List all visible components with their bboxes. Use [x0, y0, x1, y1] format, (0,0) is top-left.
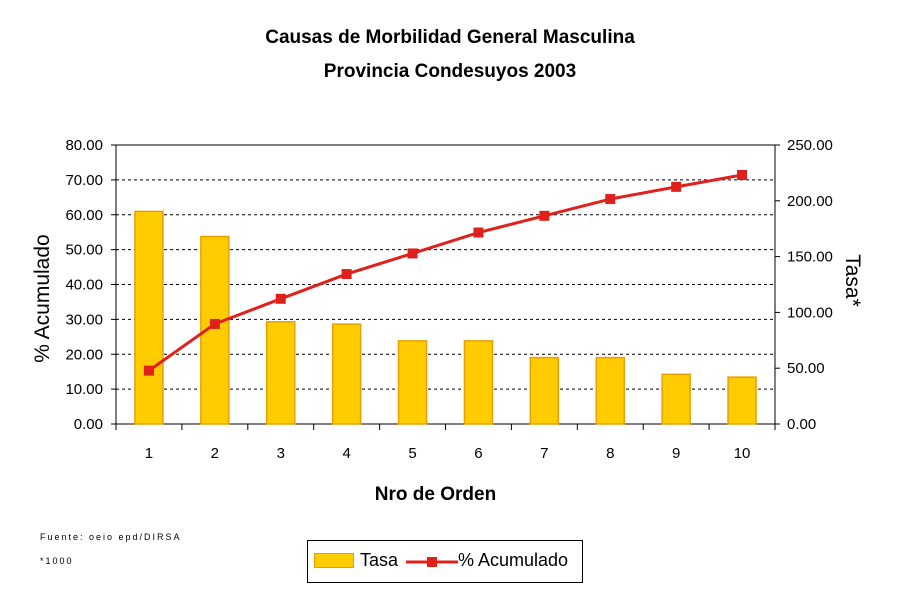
y-left-tick-label: 40.00: [65, 277, 103, 294]
chart-title: Causas de Morbilidad General Masculina: [265, 27, 635, 48]
y-right-tick-label: 50.00: [787, 360, 825, 377]
bar-tasa: [266, 321, 296, 425]
point-acumulado: [407, 248, 418, 259]
x-tick-label: 4: [342, 445, 350, 462]
x-tick-label: 8: [606, 445, 614, 462]
y-left-tick-label: 10.00: [65, 381, 103, 398]
bar-tasa: [331, 323, 362, 425]
chart-subtitle: Provincia Condesuyos 2003: [323, 61, 577, 82]
y-right-tick-label: 100.00: [787, 304, 833, 321]
bar-tasa: [529, 356, 560, 425]
x-tick-label: 7: [540, 445, 548, 462]
footnote: *1000: [40, 556, 74, 566]
x-tick-label: 5: [408, 445, 416, 462]
y-left-tick-label: 30.00: [65, 311, 103, 328]
x-tick-label: 10: [734, 445, 751, 462]
point-acumulado: [275, 293, 286, 304]
legend-label-tasa: Tasa: [360, 550, 399, 570]
line-acumulado: [148, 173, 743, 372]
y-left-tick-label: 70.00: [65, 172, 103, 189]
x-tick-label: 6: [474, 445, 482, 462]
point-acumulado: [209, 318, 220, 329]
y-left-tick-label: 20.00: [65, 346, 103, 363]
legend: Tasa % Acumulado: [307, 540, 583, 583]
point-acumulado: [539, 210, 550, 221]
source-note: Fuente: oeio epd/DIRSA: [40, 532, 182, 542]
y-left-tick-label: 80.00: [65, 137, 103, 154]
y-right-tick-label: 0.00: [787, 416, 816, 433]
chart-area: 0.0010.0020.0030.0040.0050.0060.0070.008…: [31, 137, 864, 505]
y-left-tick-label: 50.00: [65, 242, 103, 259]
x-tick-label: 3: [277, 445, 285, 462]
y-left-tick-label: 0.00: [74, 416, 103, 433]
bar-tasa: [595, 356, 625, 425]
bar-tasa: [727, 376, 757, 425]
point-acumulado: [605, 194, 616, 205]
x-axis-title: Nro de Orden: [375, 484, 496, 505]
point-acumulado: [671, 181, 682, 192]
y-right-tick-label: 200.00: [787, 193, 833, 210]
x-tick-label: 9: [672, 445, 680, 462]
legend-swatch-acumulado: [406, 557, 458, 567]
legend-swatch-tasa: [314, 553, 354, 568]
point-acumulado: [473, 227, 484, 238]
y-left-axis-title: % Acumulado: [31, 234, 54, 362]
bar-tasa: [463, 340, 494, 425]
y-right-tick-label: 250.00: [787, 137, 833, 154]
point-acumulado: [143, 365, 154, 376]
bar-tasa: [661, 373, 691, 425]
y-right-axis-title: Tasa*: [841, 254, 864, 307]
legend-label-acumulado: % Acumulado: [458, 550, 569, 570]
x-tick-label: 1: [145, 445, 153, 462]
point-acumulado: [341, 269, 352, 280]
y-right-tick-label: 150.00: [787, 249, 833, 266]
bar-tasa: [397, 340, 428, 425]
bar-tasa: [134, 210, 164, 425]
x-tick-label: 2: [211, 445, 219, 462]
y-left-tick-label: 60.00: [65, 207, 103, 224]
point-acumulado: [737, 169, 748, 180]
